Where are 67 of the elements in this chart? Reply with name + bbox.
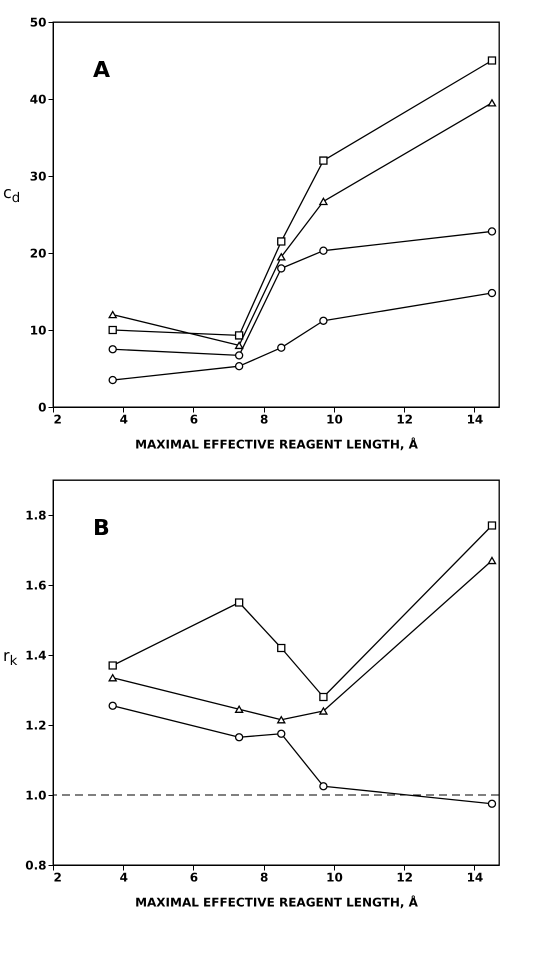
- annotation: A: [93, 58, 110, 83]
- x-tick-label: 8: [260, 412, 268, 426]
- y-tick-label: 10: [30, 324, 46, 338]
- point: [108, 661, 117, 670]
- point: [488, 56, 496, 65]
- point: [488, 556, 496, 564]
- point: [108, 376, 117, 384]
- point: [234, 733, 244, 742]
- point: [234, 351, 244, 360]
- point: [319, 692, 328, 702]
- y-tick-label: 1.2: [25, 718, 46, 732]
- point: [319, 782, 328, 790]
- point: [234, 598, 244, 607]
- point: [234, 706, 244, 713]
- x-tick-label: 4: [120, 870, 128, 884]
- y-tick-label: 50: [30, 16, 46, 30]
- point: [108, 674, 117, 682]
- point: [234, 362, 244, 370]
- point: [277, 730, 286, 738]
- point: [488, 99, 496, 107]
- point: [277, 253, 286, 261]
- point: [319, 246, 328, 255]
- point: [108, 326, 117, 334]
- y-tick-label: 0: [38, 400, 46, 414]
- point: [319, 316, 328, 325]
- x-tick-label: 10: [326, 870, 343, 884]
- point: [277, 344, 286, 352]
- point: [319, 198, 328, 206]
- x-tick-label: 6: [190, 870, 198, 884]
- point: [234, 342, 244, 350]
- y-tick-label: 1.8: [25, 508, 46, 522]
- point: [319, 156, 328, 165]
- point: [277, 644, 286, 652]
- point: [108, 702, 117, 710]
- point: [488, 227, 496, 236]
- y-tick-label: 40: [30, 92, 46, 106]
- x-tick-label: 2: [54, 412, 62, 426]
- y-tick-label: 30: [30, 170, 46, 184]
- y-tick-label: 20: [30, 246, 46, 260]
- x-tick-label: 10: [326, 412, 343, 426]
- x-tick-label: 4: [120, 412, 128, 426]
- y-tick-label: 1.0: [25, 788, 46, 802]
- x-tick-label: 2: [54, 870, 62, 884]
- annotation: B: [93, 516, 110, 541]
- point: [277, 264, 286, 273]
- point: [234, 331, 244, 340]
- y-tick-label: 1.6: [25, 578, 46, 592]
- y-axis-title: c$_{d}$: [3, 183, 20, 206]
- point: [277, 716, 286, 724]
- x-tick-label: 14: [466, 412, 484, 426]
- x-tick-label: 6: [190, 412, 198, 426]
- x-tick-label: 12: [396, 870, 414, 884]
- y-tick-label: 1.4: [25, 648, 46, 662]
- x-tick-label: 8: [260, 870, 268, 884]
- point: [277, 237, 286, 246]
- point: [108, 310, 117, 318]
- y-tick-label: 0.8: [25, 858, 46, 872]
- point: [488, 800, 496, 808]
- point: [108, 345, 117, 354]
- point: [319, 707, 328, 715]
- x-tick-label: 12: [396, 412, 414, 426]
- x-axis-title: MAXIMAL EFFECTIVE REAGENT LENGTH, Å: [135, 436, 419, 452]
- y-axis-title: r$_{k}$: [3, 646, 18, 670]
- x-axis-title: MAXIMAL EFFECTIVE REAGENT LENGTH, Å: [135, 894, 419, 910]
- point: [488, 521, 496, 530]
- point: [488, 288, 496, 298]
- x-tick-label: 14: [466, 870, 484, 884]
